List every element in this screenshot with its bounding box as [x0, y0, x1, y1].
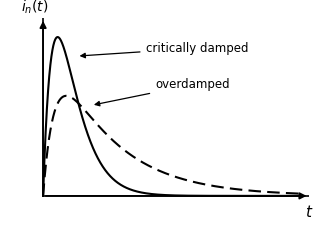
Text: $i_n(t)$: $i_n(t)$ — [21, 0, 48, 16]
Text: critically damped: critically damped — [81, 42, 248, 58]
Text: overdamped: overdamped — [95, 78, 230, 106]
Text: t: t — [305, 205, 311, 220]
